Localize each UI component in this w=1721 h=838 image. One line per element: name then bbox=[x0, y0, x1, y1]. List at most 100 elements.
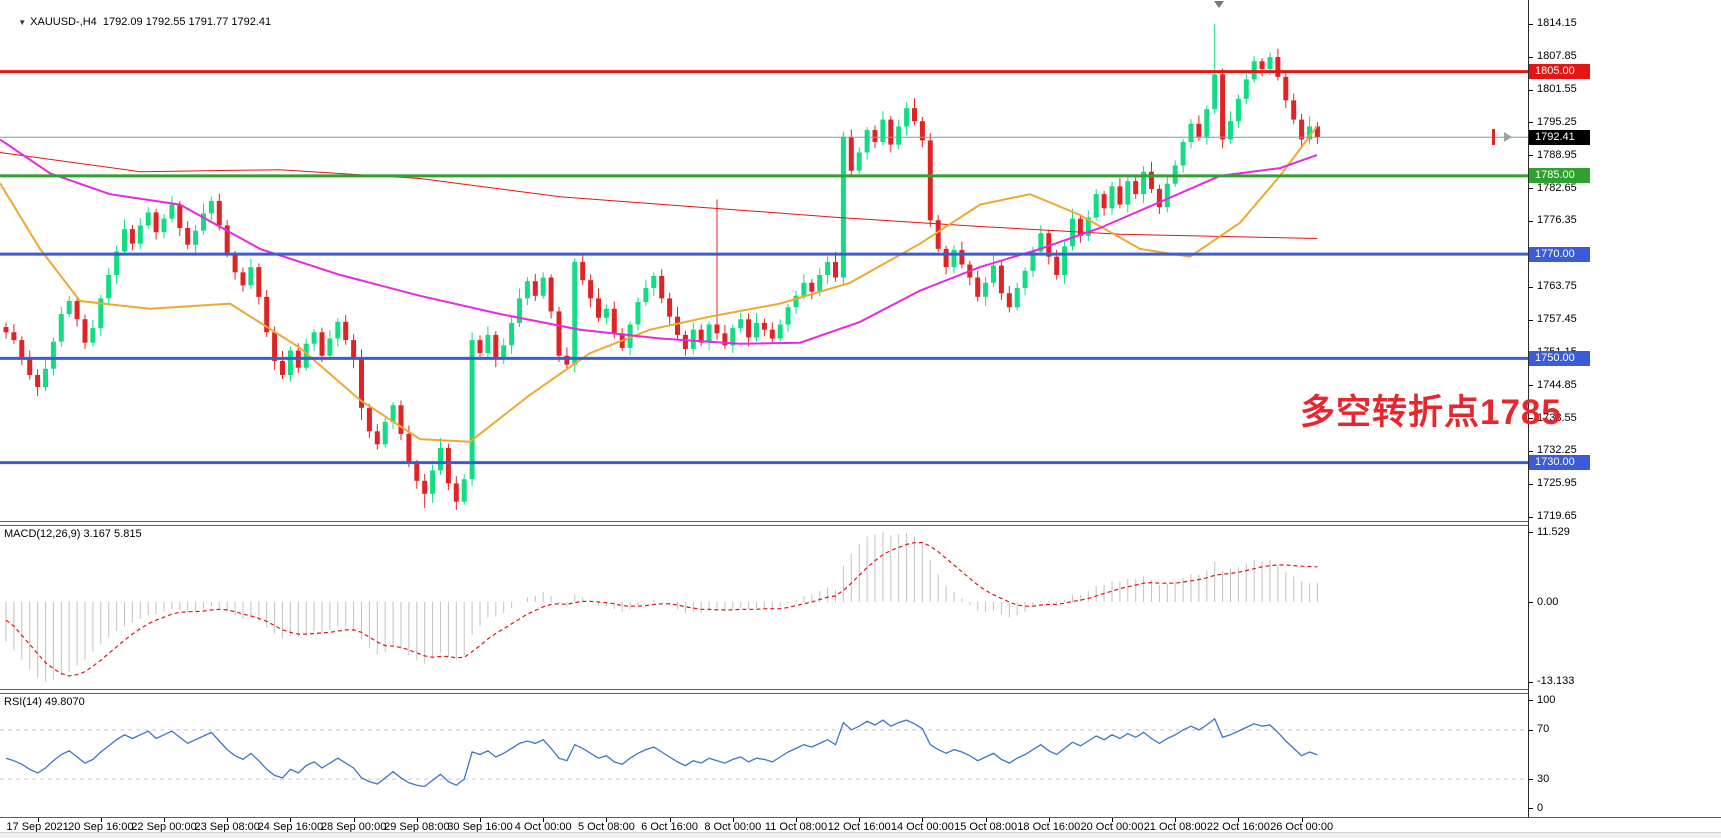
time-axis-label: 22 Sep 00:00 bbox=[131, 821, 197, 833]
price-axis-border bbox=[1528, 0, 1529, 817]
chart-shift-marker-icon[interactable] bbox=[1214, 1, 1224, 8]
price-tick-label: 1801.55 bbox=[1537, 83, 1577, 96]
price-tick-label: 1763.75 bbox=[1537, 280, 1577, 293]
candle-body bbox=[335, 321, 341, 339]
current-price-badge: 1792.41 bbox=[1529, 129, 1590, 145]
rsi-panel-canvas[interactable] bbox=[0, 692, 1528, 817]
candle-body bbox=[1149, 171, 1154, 189]
price-chart-canvas[interactable] bbox=[0, 0, 1528, 522]
price-tick-label: 1788.95 bbox=[1537, 148, 1577, 161]
price-tick-label: 1725.95 bbox=[1537, 477, 1577, 490]
candle-body bbox=[888, 119, 894, 145]
candle-body bbox=[477, 340, 483, 354]
candle-body bbox=[896, 126, 902, 145]
candle-body bbox=[991, 265, 996, 283]
candle-body bbox=[1275, 57, 1281, 77]
candle-body bbox=[714, 324, 720, 334]
panel-separator-2[interactable] bbox=[0, 689, 1721, 694]
window-bottom-strip bbox=[0, 832, 1721, 838]
time-axis-label: 12 Oct 16:00 bbox=[827, 821, 891, 833]
price-tick-label: 1795.25 bbox=[1537, 115, 1577, 128]
panel-separator-1[interactable] bbox=[0, 521, 1721, 526]
candle-body bbox=[998, 265, 1004, 294]
candle-body bbox=[1314, 126, 1320, 138]
symbol-dropdown-icon[interactable]: ▼ bbox=[18, 18, 27, 27]
candle-body bbox=[761, 322, 767, 330]
time-axis-label: 8 Oct 00:00 bbox=[704, 821, 762, 833]
chart-annotation-text[interactable]: 多空转折点1785 bbox=[1300, 393, 1562, 432]
candle-body bbox=[1038, 233, 1044, 252]
time-axis-label: 5 Oct 08:00 bbox=[577, 821, 635, 833]
time-tick-mark bbox=[290, 818, 292, 822]
candle-body bbox=[114, 251, 120, 275]
time-tick-mark bbox=[1112, 818, 1113, 822]
candle-body bbox=[122, 229, 127, 252]
candle-body bbox=[690, 329, 696, 349]
macd-tick-label: 0.00 bbox=[1537, 595, 1559, 608]
time-tick-mark bbox=[1048, 818, 1050, 822]
candle-body bbox=[643, 287, 649, 303]
time-axis-label: 28 Sep 00:00 bbox=[320, 821, 387, 833]
time-tick-mark bbox=[227, 818, 229, 822]
candle-body bbox=[825, 261, 831, 275]
candle-body bbox=[572, 261, 578, 365]
candle-body bbox=[793, 295, 799, 308]
price-axis[interactable]: 1814.15 1807.85 1801.55 1795.25 1788.95 1782.… bbox=[1529, 0, 1721, 817]
time-tick-mark bbox=[985, 818, 987, 822]
candle-body bbox=[872, 130, 878, 143]
candle-body bbox=[611, 308, 617, 334]
candle-body bbox=[1212, 74, 1218, 110]
candle-body bbox=[422, 480, 428, 494]
candle-body bbox=[43, 368, 48, 388]
candle-body bbox=[524, 281, 530, 299]
time-axis-label: 4 Oct 00:00 bbox=[514, 821, 572, 833]
candle-body bbox=[280, 360, 285, 376]
rsi-tick-mark bbox=[1529, 729, 1533, 731]
candle-body bbox=[801, 282, 807, 296]
candle-body bbox=[1117, 186, 1123, 205]
candle-body bbox=[240, 272, 246, 286]
candle-body bbox=[1030, 251, 1036, 271]
candle-body bbox=[746, 319, 752, 338]
time-tick-mark bbox=[543, 818, 545, 822]
candle-body bbox=[27, 357, 33, 376]
candle-body bbox=[351, 340, 357, 360]
time-axis-label: 20 Sep 16:00 bbox=[68, 821, 134, 833]
price-level-badge: 1750.00 bbox=[1529, 350, 1590, 366]
time-tick-mark bbox=[100, 818, 102, 822]
candle-body bbox=[414, 463, 420, 481]
candle-body bbox=[1156, 188, 1162, 208]
rsi-tick-label: 70 bbox=[1537, 723, 1550, 736]
price-tick-mark bbox=[1529, 385, 1533, 387]
candle-body bbox=[453, 483, 459, 502]
ma-orange-line bbox=[0, 125, 1318, 443]
price-tick-label: 1782.65 bbox=[1537, 181, 1577, 194]
time-tick-mark bbox=[606, 818, 608, 822]
candle-body bbox=[817, 274, 823, 292]
rsi-indicator-label: RSI(14) 49.8070 bbox=[4, 696, 85, 708]
candle-body bbox=[730, 328, 736, 346]
macd-panel-canvas[interactable] bbox=[0, 524, 1528, 690]
chart-ohlc-quote: 1792.09 1792.55 1791.77 1792.41 bbox=[102, 16, 272, 28]
candle-body bbox=[359, 359, 364, 408]
candle-body bbox=[445, 447, 451, 484]
candle-body bbox=[1299, 119, 1305, 140]
candle-body bbox=[406, 433, 412, 464]
time-axis[interactable]: 17 Sep 2021 20 Sep 16:00 22 Sep 00:00 23 Se… bbox=[0, 818, 1721, 833]
candle-body bbox=[596, 298, 601, 318]
price-tick-label: 1738.55 bbox=[1537, 411, 1577, 424]
candle-body bbox=[588, 280, 594, 299]
candle-body bbox=[469, 340, 475, 480]
price-level-badge: 1770.00 bbox=[1529, 246, 1590, 262]
candle-body bbox=[1188, 123, 1194, 143]
time-axis-label: 18 Oct 16:00 bbox=[1017, 821, 1081, 833]
time-tick-mark bbox=[669, 818, 671, 822]
candle-body bbox=[1109, 186, 1115, 209]
time-tick-mark bbox=[1175, 818, 1177, 822]
candle-body bbox=[983, 282, 989, 297]
price-tick-mark bbox=[1529, 220, 1533, 222]
price-level-badge: 1785.00 bbox=[1529, 168, 1590, 184]
price-tick-mark bbox=[1529, 418, 1533, 420]
price-tick-label: 1814.15 bbox=[1537, 17, 1577, 30]
price-tick-label: 1776.35 bbox=[1537, 214, 1577, 227]
